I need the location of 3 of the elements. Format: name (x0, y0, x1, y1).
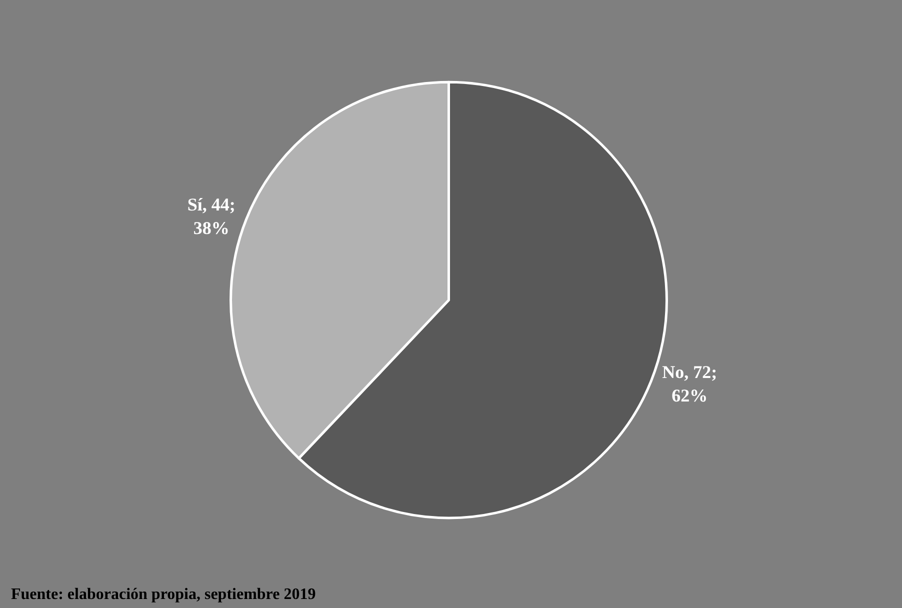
source-note: Fuente: elaboración propia, septiembre 2019 (11, 586, 316, 603)
slice-label: Sí, 44; 38% (187, 194, 236, 238)
slice-label: No, 72; 62% (662, 362, 718, 406)
